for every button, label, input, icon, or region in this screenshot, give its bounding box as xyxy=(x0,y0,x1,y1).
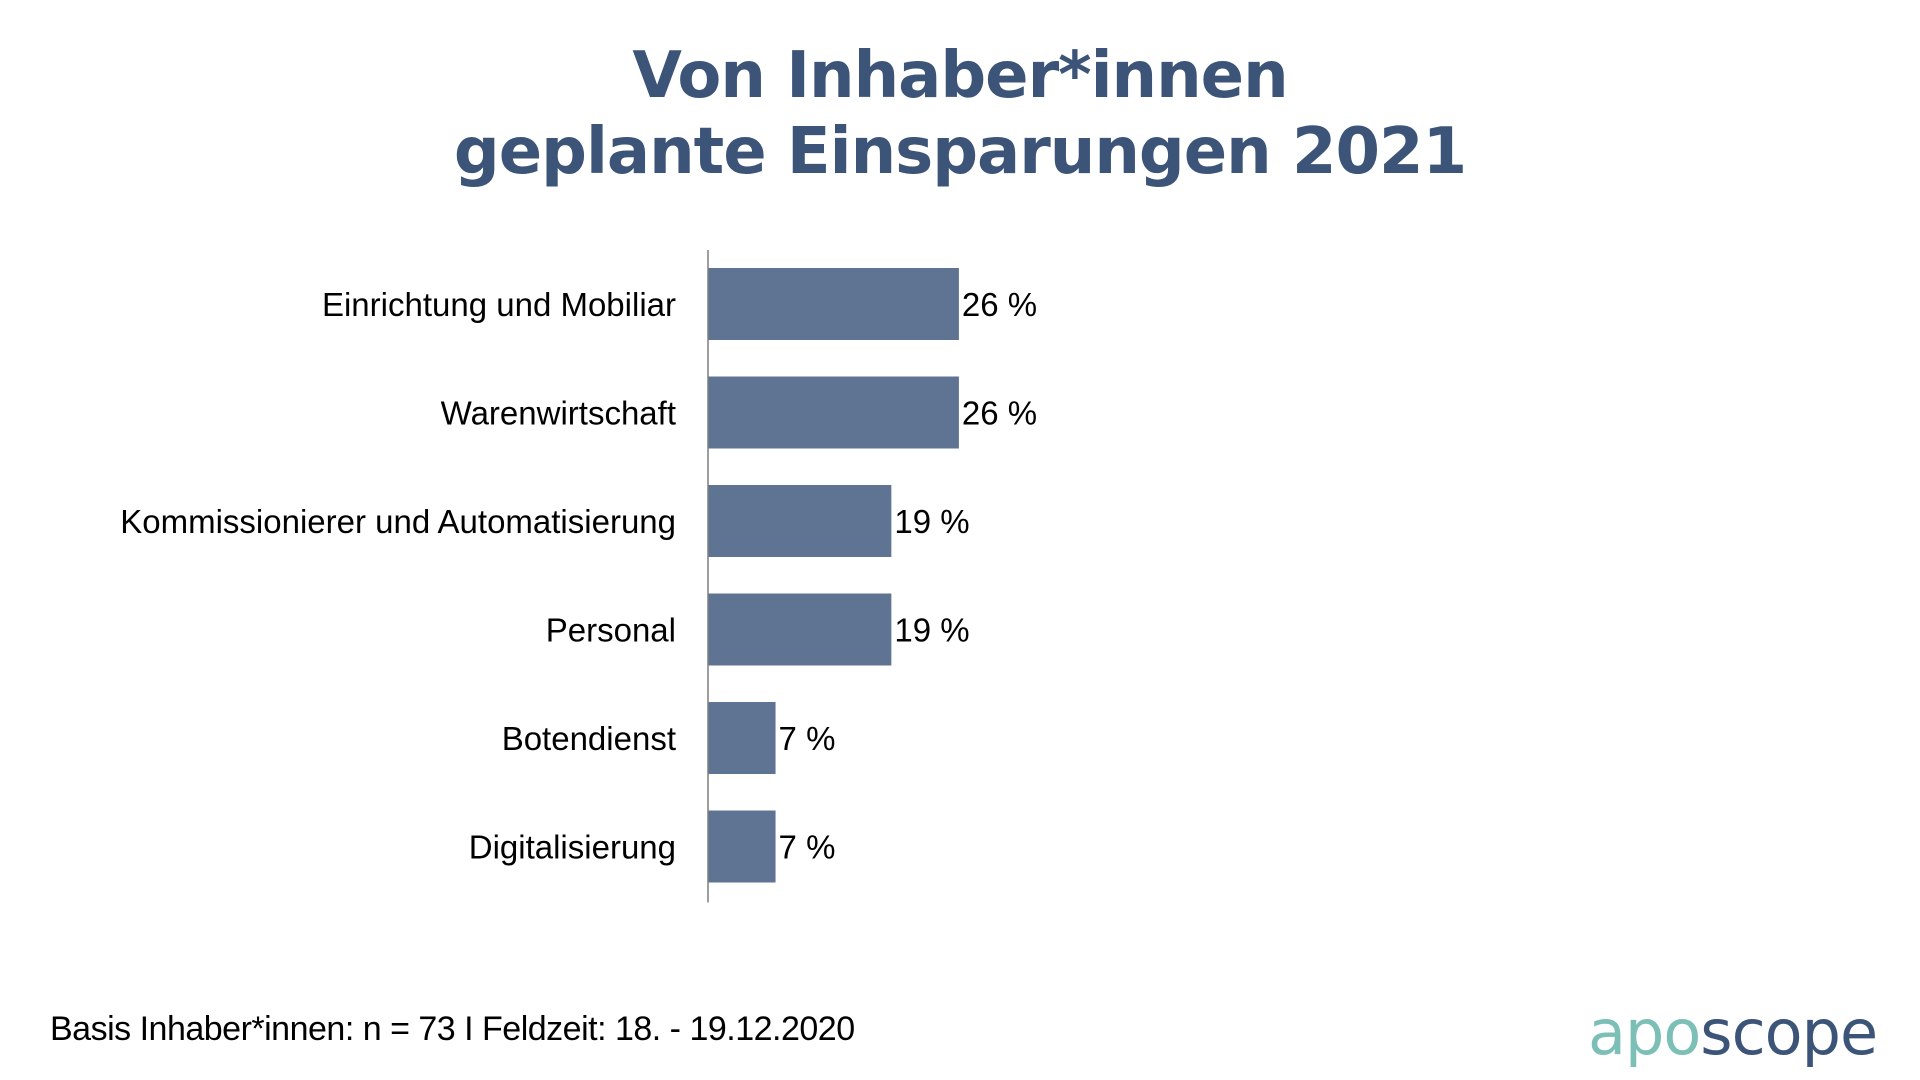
logo-scope: scope xyxy=(1700,996,1878,1069)
bar-6 xyxy=(708,810,776,883)
value-label: 7 % xyxy=(779,829,836,866)
category-label: Einrichtung und Mobiliar xyxy=(322,286,676,323)
chart-title: Von Inhaber*innen geplante Einsparungen … xyxy=(0,38,1920,190)
bar-1 xyxy=(708,268,959,340)
category-label: Personal xyxy=(546,612,676,649)
footer-note: Basis Inhaber*innen: n = 73 I Feldzeit: … xyxy=(50,1010,855,1048)
aposcope-logo: aposcope xyxy=(1588,996,1878,1069)
logo-apo: apo xyxy=(1588,996,1701,1069)
category-label: Kommissionierer und Automatisierung xyxy=(120,503,676,540)
value-label: 26 % xyxy=(962,286,1037,323)
category-label: Botendienst xyxy=(502,720,676,757)
value-label: 19 % xyxy=(894,503,969,540)
value-label: 26 % xyxy=(962,395,1037,432)
category-label: Warenwirtschaft xyxy=(441,395,676,432)
chart-title-line-2: geplante Einsparungen 2021 xyxy=(453,115,1467,189)
category-label: Digitalisierung xyxy=(469,829,676,866)
bar-5 xyxy=(708,702,776,774)
bar-3 xyxy=(708,485,892,557)
bar-2 xyxy=(708,376,959,449)
value-label: 19 % xyxy=(894,612,969,649)
bars-group: Einrichtung und Mobiliar 26 % Warenwirtsch… xyxy=(120,268,1037,883)
value-label: 7 % xyxy=(779,720,836,757)
chart-title-line-1: Von Inhaber*innen xyxy=(632,39,1288,113)
bar-4 xyxy=(708,593,892,666)
